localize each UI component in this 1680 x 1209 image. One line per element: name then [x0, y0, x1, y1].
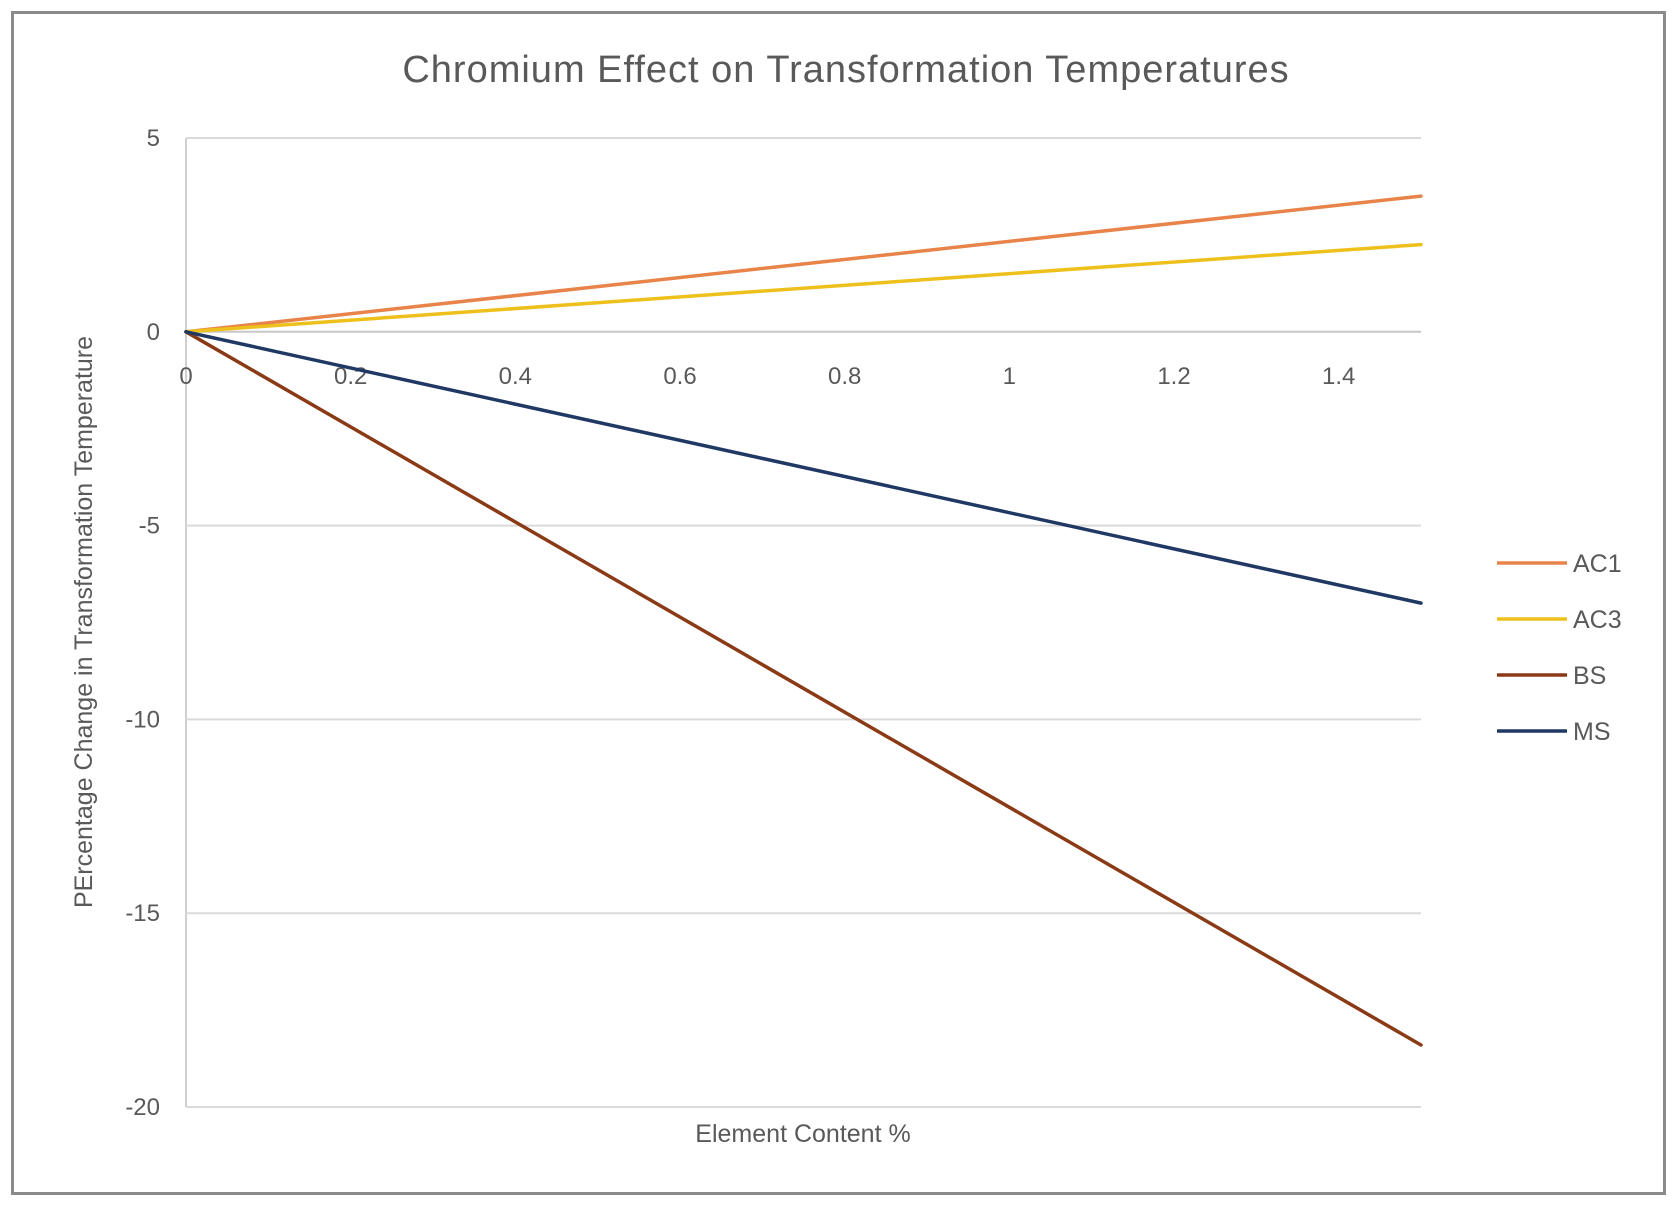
x-tick-label: 1: [1003, 363, 1016, 390]
x-tick-label: 0.8: [828, 363, 861, 390]
x-tick-label: 0: [179, 363, 192, 390]
y-axis-label: PErcentage Change in Transformation Temp…: [70, 336, 98, 908]
x-tick-label: 0.6: [663, 363, 696, 390]
x-tick-labels: 0 0.2 0.4 0.6 0.8 1 1.2 1.4: [179, 363, 1355, 390]
series-line-ac3: [184, 242, 1423, 334]
series-line-bs: [184, 330, 1423, 1047]
legend-label: MS: [1573, 718, 1611, 746]
y-tick-label: -20: [125, 1094, 160, 1121]
legend-label: AC3: [1573, 606, 1622, 634]
chart-frame: [11, 11, 1666, 1195]
legend-item-bs: BS: [1497, 662, 1606, 690]
y-tick-label: 5: [147, 125, 160, 152]
series-line-ac1: [184, 194, 1423, 334]
x-tick-label: 0.4: [499, 363, 532, 390]
y-tick-label: 0: [147, 319, 160, 346]
legend-item-ac3: AC3: [1497, 606, 1622, 634]
chart-title: Chromium Effect on Transformation Temper…: [402, 49, 1289, 91]
legend-label: BS: [1573, 662, 1606, 690]
series-line-ms: [184, 330, 1423, 605]
y-tick-label: -10: [125, 706, 160, 733]
y-tick-label: -5: [139, 513, 160, 540]
gridlines: [185, 137, 1421, 1108]
y-tick-label: -15: [125, 900, 160, 927]
x-axis-label: Element Content %: [695, 1120, 910, 1148]
series-lines: [184, 194, 1423, 1047]
y-tick-labels: 5 0 -5 -10 -15 -20: [125, 125, 160, 1121]
legend-item-ac1: AC1: [1497, 550, 1622, 578]
legend: AC1 AC3 BS MS: [1497, 550, 1622, 746]
x-tick-label: 1.2: [1157, 363, 1190, 390]
legend-label: AC1: [1573, 550, 1622, 578]
legend-item-ms: MS: [1497, 718, 1611, 746]
x-tick-label: 1.4: [1322, 363, 1355, 390]
